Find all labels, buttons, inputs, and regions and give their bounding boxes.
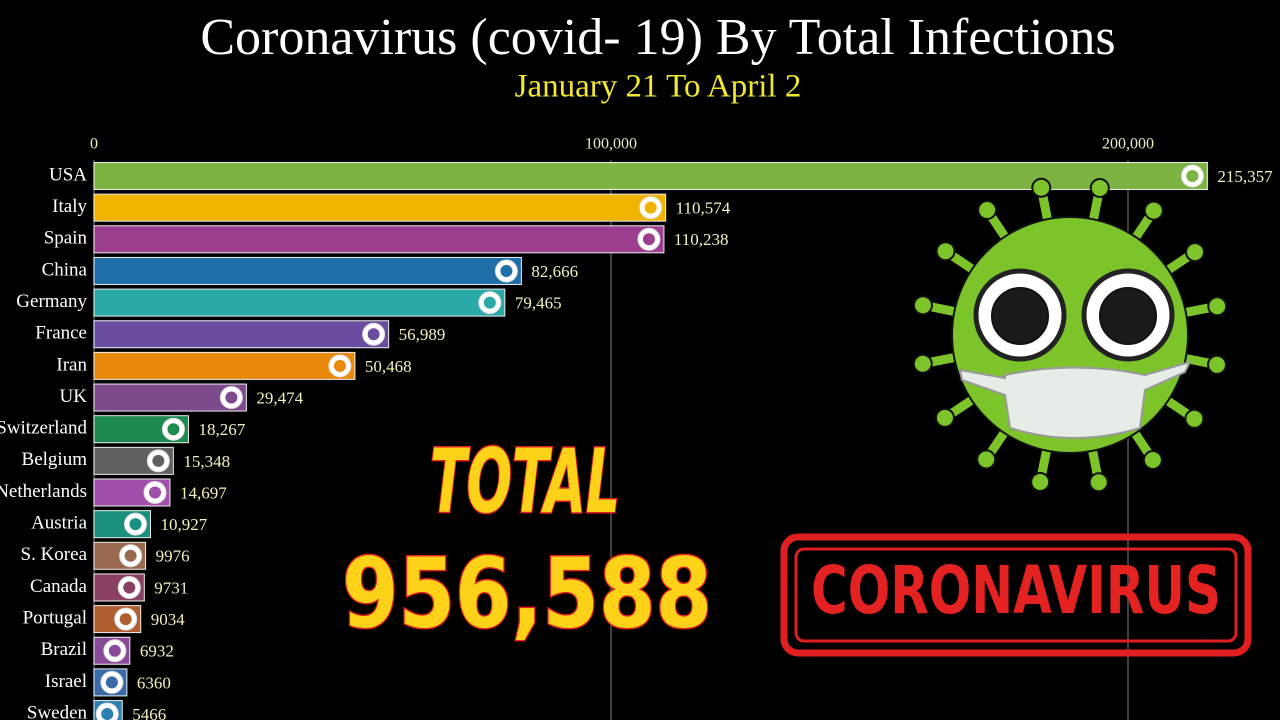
- value-label: 110,574: [676, 199, 731, 218]
- category-label: Spain: [44, 228, 88, 249]
- value-label: 79,465: [515, 294, 562, 313]
- value-label: 110,238: [674, 230, 729, 249]
- virus-spike-tip: [1031, 177, 1052, 198]
- bar: [93, 320, 390, 349]
- bar: [93, 162, 1208, 190]
- x-tick-label: 100,000: [585, 136, 637, 153]
- category-label: Italy: [52, 196, 87, 217]
- virus-spike-tip: [1089, 177, 1110, 198]
- value-label: 15,348: [183, 452, 230, 471]
- flag-icon-inner: [367, 328, 380, 341]
- value-label: 50,468: [365, 357, 412, 376]
- flag-icon-inner: [101, 708, 114, 720]
- virus-spike-tip: [1207, 296, 1228, 317]
- value-label: 56,989: [399, 325, 446, 344]
- category-label: Austria: [31, 513, 88, 534]
- flag-icon-inner: [105, 676, 118, 689]
- value-label: 10,927: [160, 515, 207, 534]
- value-label: 215,357: [1217, 167, 1273, 186]
- category-label: Switzerland: [0, 418, 87, 439]
- chart-title: Coronavirus (covid- 19) By Total Infecti…: [200, 9, 1115, 66]
- flag-icon-inner: [167, 423, 180, 436]
- virus-spike-tip: [934, 407, 955, 428]
- coronavirus-stamp: [780, 533, 1252, 657]
- category-label: S. Korea: [21, 544, 88, 565]
- bar: [93, 256, 522, 285]
- category-label: Germany: [16, 291, 87, 312]
- flag-icon-inner: [1186, 170, 1199, 182]
- flag-icon-inner: [500, 264, 513, 277]
- bars: USA 215,357 Italy 110,574 Spain 110,238 China 8…: [0, 162, 1273, 720]
- flag-icon-inner: [152, 454, 165, 467]
- stamp-text: CORONAVIRUS: [811, 552, 1221, 629]
- flag-icon-inner: [123, 581, 136, 594]
- bar: [93, 225, 665, 254]
- flag-icon-inner: [333, 359, 346, 372]
- category-label: Netherlands: [0, 481, 87, 502]
- virus-spike-tip: [1088, 472, 1109, 493]
- flag-icon-inner: [225, 391, 238, 404]
- flag-icon-inner: [644, 201, 657, 214]
- virus-spike-tip: [1184, 408, 1205, 429]
- category-label: Sweden: [27, 702, 88, 720]
- x-tick-label: 0: [90, 136, 98, 153]
- value-label: 6360: [137, 673, 171, 692]
- total-label: TOTAL: [430, 430, 620, 533]
- virus-illustration: [912, 177, 1228, 493]
- flag-icon-inner: [124, 549, 137, 562]
- x-tick-label: 200,000: [1102, 136, 1154, 153]
- category-label: Brazil: [41, 639, 87, 660]
- virus-spike-tip: [977, 199, 998, 220]
- flag-icon-inner: [148, 486, 161, 499]
- value-label: 6932: [140, 642, 174, 661]
- category-label: Portugal: [23, 607, 87, 628]
- category-label: UK: [60, 386, 88, 407]
- value-label: 5466: [132, 705, 166, 720]
- flag-icon-inner: [108, 644, 121, 657]
- virus-spike-tip: [976, 449, 997, 470]
- virus-spike-tip: [1142, 450, 1163, 471]
- virus-spike-tip: [1030, 472, 1051, 493]
- value-label: 29,474: [256, 388, 303, 407]
- virus-spike-tip: [935, 241, 956, 262]
- flag-icon-inner: [483, 296, 496, 309]
- value-label: 18,267: [198, 420, 245, 439]
- bar: [93, 288, 506, 317]
- value-label: 9034: [151, 610, 186, 629]
- category-label: China: [42, 259, 88, 280]
- virus-spike-tip: [1185, 242, 1206, 263]
- value-label: 82,666: [531, 262, 578, 281]
- value-label: 14,697: [180, 483, 227, 502]
- virus-spike-tip: [912, 353, 933, 374]
- virus-spike-tip: [912, 295, 933, 316]
- category-label: Israel: [45, 671, 87, 692]
- category-label: USA: [49, 164, 87, 185]
- chart-subtitle: January 21 To April 2: [515, 69, 802, 105]
- virus-spike-tip: [1207, 354, 1228, 375]
- bar: [93, 351, 356, 380]
- category-label: Canada: [30, 576, 88, 597]
- flag-icon-inner: [642, 233, 655, 246]
- flag-icon-inner: [119, 613, 132, 626]
- category-label: Iran: [56, 354, 87, 375]
- bar: [93, 193, 667, 222]
- virus-spike-tip: [1143, 200, 1164, 221]
- flag-icon-inner: [129, 518, 142, 531]
- value-label: 9976: [156, 547, 190, 566]
- total-value: 956,588: [342, 537, 712, 649]
- value-label: 9731: [154, 578, 188, 597]
- category-label: France: [35, 323, 87, 344]
- category-label: Belgium: [22, 449, 88, 470]
